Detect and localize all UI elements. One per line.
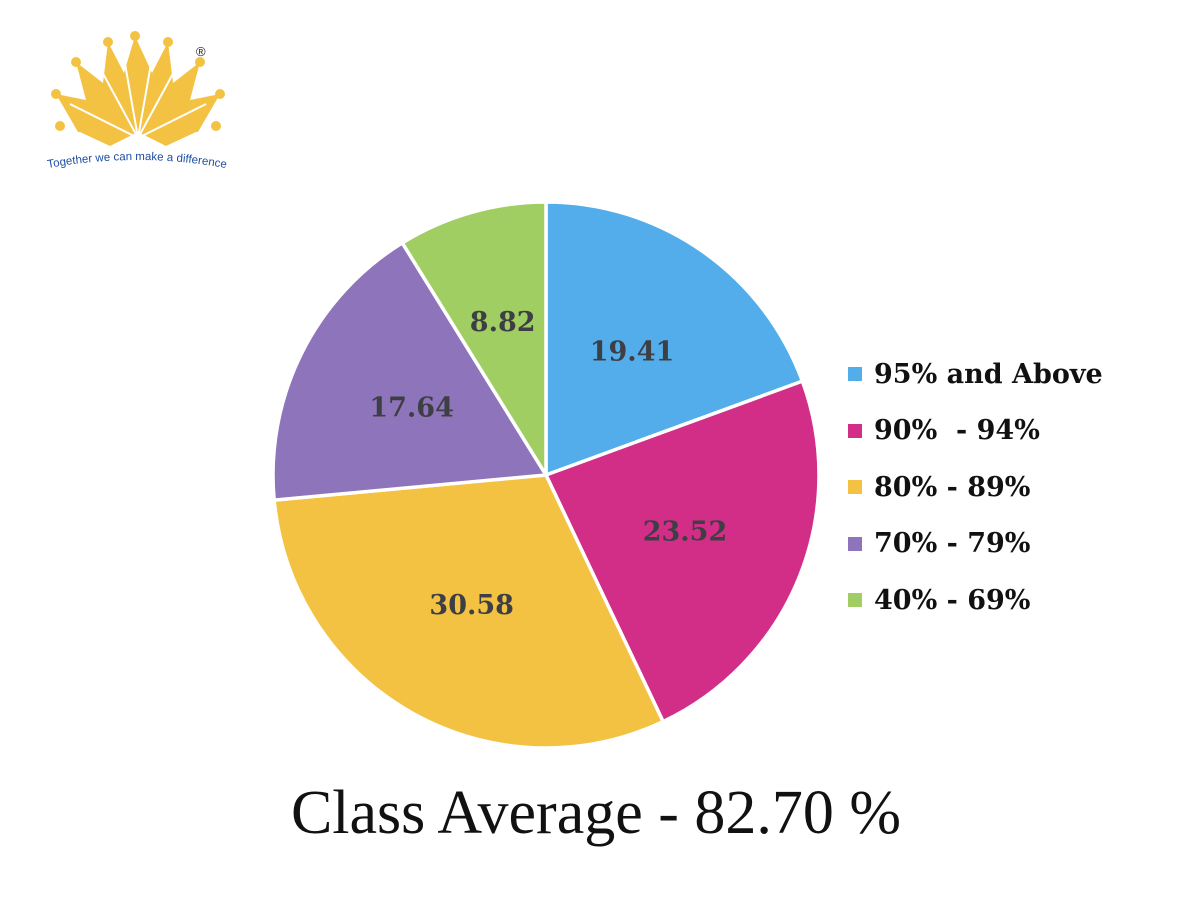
legend-swatch xyxy=(848,593,862,608)
crown-icon xyxy=(51,31,225,146)
data-label-80-89: 30.58 xyxy=(429,590,514,621)
data-label-70-79: 17.64 xyxy=(369,393,454,424)
legend-label: 80% - 89% xyxy=(874,471,1031,503)
registered-mark: ® xyxy=(196,44,206,59)
pie-slice-80-89 xyxy=(272,473,665,750)
legend-swatch xyxy=(848,536,862,551)
legend-label: 70% - 79% xyxy=(874,528,1031,560)
pie-slice-90-94 xyxy=(544,379,821,724)
legend-item-95-and-above: 95% and Above xyxy=(848,346,1103,403)
data-label-90-94: 23.52 xyxy=(643,516,728,547)
logo: ® Together we can make a difference xyxy=(46,31,228,171)
legend-swatch xyxy=(848,367,862,382)
pie-slice-40-69 xyxy=(400,200,548,477)
data-label-95-and-above: 19.41 xyxy=(590,336,675,367)
legend-swatch xyxy=(848,423,862,438)
legend-swatch xyxy=(848,480,862,495)
pie-slice-95-and-above xyxy=(544,200,805,477)
legend: 95% and Above 90% - 94% 80% - 89% 70% - 79%… xyxy=(848,346,1103,629)
legend-item-40-69: 40% - 69% xyxy=(848,572,1103,629)
pie-data-labels: 19.41 23.52 30.58 17.64 8.82 xyxy=(369,307,727,621)
pie-slices xyxy=(271,200,821,750)
pie-slice-70-79 xyxy=(271,241,548,502)
legend-label: 95% and Above xyxy=(874,358,1103,390)
legend-item-70-79: 70% - 79% xyxy=(848,516,1103,573)
legend-label: 90% - 94% xyxy=(874,415,1040,447)
legend-item-90-94: 90% - 94% xyxy=(848,403,1103,460)
legend-item-80-89: 80% - 89% xyxy=(848,459,1103,516)
data-label-40-69: 8.82 xyxy=(470,307,536,338)
class-average: Class Average - 82.70 % xyxy=(290,779,902,847)
legend-label: 40% - 69% xyxy=(874,584,1031,616)
